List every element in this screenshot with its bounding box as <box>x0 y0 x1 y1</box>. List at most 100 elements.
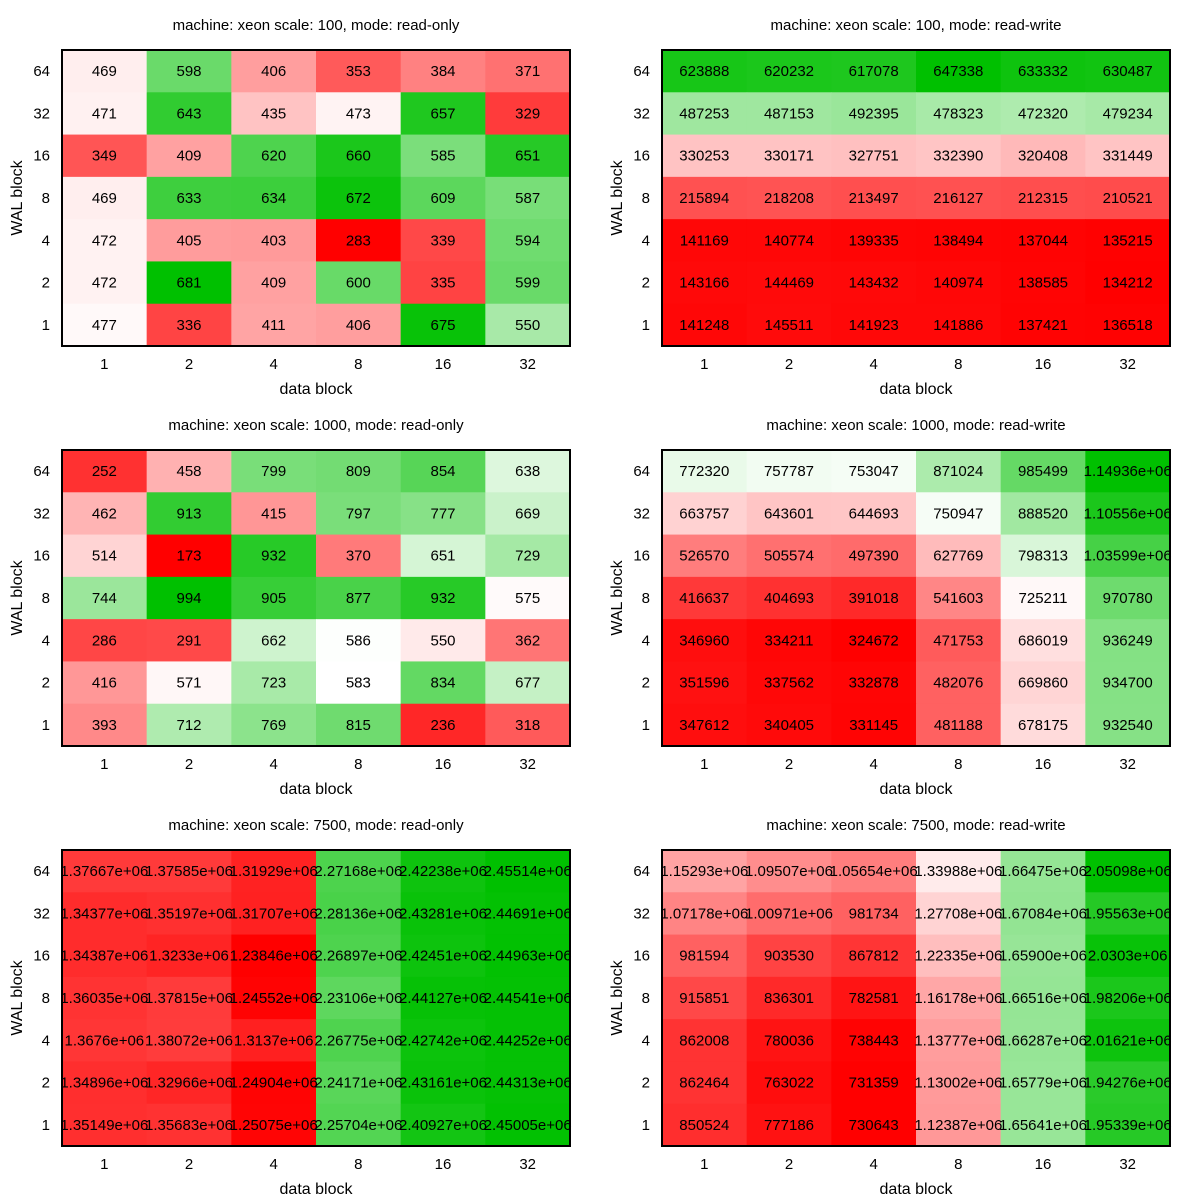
heatmap-cell <box>316 176 402 220</box>
y-axis-label: WAL block <box>9 959 26 1035</box>
heatmap-cell <box>1000 534 1086 578</box>
heatmap-cell <box>316 261 402 305</box>
heatmap-cell <box>916 534 1002 578</box>
cell-value-label: 850524 <box>679 1117 729 1134</box>
cell-value-label: 1.36035e+06 <box>60 990 148 1007</box>
heatmap-cell <box>1000 219 1086 262</box>
heatmap-cell <box>662 934 748 978</box>
y-tick-label: 2 <box>642 275 650 292</box>
cell-value-label: 730643 <box>849 1117 899 1134</box>
x-tick-label: 8 <box>354 1156 362 1173</box>
heatmap-cell <box>831 703 917 747</box>
x-tick-label: 8 <box>354 356 362 373</box>
heatmap-cell <box>146 450 232 493</box>
y-tick-label: 16 <box>633 948 650 965</box>
heatmap-cell <box>1085 703 1171 747</box>
cell-value-label: 644693 <box>849 505 899 522</box>
cell-value-label: 769 <box>261 717 286 734</box>
x-tick-label: 16 <box>435 1156 452 1173</box>
cell-value-label: 212315 <box>1018 190 1068 207</box>
cell-value-label: 2.44127e+06 <box>399 990 487 1007</box>
heatmap-cell <box>662 892 748 936</box>
cell-value-label: 391018 <box>849 590 899 607</box>
heatmap-cell <box>316 50 402 93</box>
heatmap-cell <box>231 1061 317 1105</box>
cell-value-label: 477 <box>92 317 117 334</box>
cell-value-label: 406 <box>261 63 286 80</box>
y-tick-label: 32 <box>33 505 50 522</box>
heatmap-cell <box>146 492 232 536</box>
heatmap-cell <box>62 492 148 536</box>
cell-value-label: 330171 <box>764 148 814 165</box>
heatmap-cell <box>146 661 232 705</box>
heatmap-cell <box>1085 92 1171 136</box>
cell-value-label: 2.25704e+06 <box>314 1117 402 1134</box>
heatmap-cell <box>746 1019 832 1062</box>
y-tick-label: 4 <box>642 232 650 249</box>
heatmap-cell <box>146 934 232 978</box>
heatmap-cell <box>231 619 317 662</box>
y-tick-label: 32 <box>633 505 650 522</box>
cell-value-label: 384 <box>430 63 455 80</box>
heatmap-cell <box>231 50 317 93</box>
cell-value-label: 478323 <box>933 105 983 122</box>
y-tick-label: 64 <box>33 863 50 880</box>
cell-value-label: 585 <box>430 148 455 165</box>
cell-value-label: 141886 <box>933 317 983 334</box>
heatmap-panel: machine: xeon scale: 1000, mode: read-on… <box>9 417 571 798</box>
cell-value-label: 416 <box>92 675 117 692</box>
heatmap-panel: machine: xeon scale: 7500, mode: read-wr… <box>609 817 1172 1198</box>
cell-value-label: 1.32966e+06 <box>145 1075 233 1092</box>
heatmap-cell <box>916 450 1002 493</box>
cell-value-label: 663757 <box>679 505 729 522</box>
heatmap-cell <box>746 176 832 220</box>
cell-value-label: 744 <box>92 590 117 607</box>
cell-value-label: 630487 <box>1103 63 1153 80</box>
y-tick-label: 32 <box>633 105 650 122</box>
cell-value-label: 669 <box>515 505 540 522</box>
heatmap-cell <box>485 534 571 578</box>
heatmap-cell <box>1000 492 1086 536</box>
cell-value-label: 598 <box>176 63 201 80</box>
heatmap-cell <box>831 661 917 705</box>
cell-value-label: 763022 <box>764 1075 814 1092</box>
cell-value-label: 1.31707e+06 <box>230 905 318 922</box>
heatmap-cell <box>1000 576 1086 620</box>
cell-value-label: 134212 <box>1103 275 1153 292</box>
cell-value-label: 370 <box>346 548 371 565</box>
cell-value-label: 2.44313e+06 <box>484 1075 572 1092</box>
cell-value-label: 1.23846e+06 <box>230 948 318 965</box>
cell-value-label: 216127 <box>933 190 983 207</box>
heatmap-cell <box>746 576 832 620</box>
cell-value-label: 1.15293e+06 <box>660 863 748 880</box>
x-tick-label: 1 <box>700 756 708 773</box>
y-tick-label: 64 <box>633 463 650 480</box>
heatmap-cell <box>400 134 486 178</box>
x-tick-label: 4 <box>869 1156 877 1173</box>
x-tick-label: 32 <box>1119 356 1136 373</box>
heatmap-cell <box>831 934 917 978</box>
heatmap-cell <box>662 850 748 893</box>
cell-value-label: 541603 <box>933 590 983 607</box>
y-tick-label: 1 <box>42 317 50 334</box>
heatmap-cell <box>662 492 748 536</box>
cell-value-label: 782581 <box>849 990 899 1007</box>
heatmap-cell <box>231 134 317 178</box>
cell-value-label: 1.37815e+06 <box>145 990 233 1007</box>
y-tick-label: 16 <box>633 548 650 565</box>
cell-value-label: 723 <box>261 675 286 692</box>
heatmap-cell <box>400 50 486 93</box>
heatmap-cell <box>231 261 317 305</box>
heatmap-cell <box>662 661 748 705</box>
heatmap-cell <box>831 976 917 1020</box>
x-tick-label: 32 <box>1119 1156 1136 1173</box>
x-tick-label: 2 <box>185 756 193 773</box>
cell-value-label: 905 <box>261 590 286 607</box>
cell-value-label: 620232 <box>764 63 814 80</box>
heatmap-cell <box>746 976 832 1020</box>
heatmap-cell <box>916 176 1002 220</box>
cell-value-label: 137044 <box>1018 232 1068 249</box>
cell-value-label: 336 <box>176 317 201 334</box>
cell-value-label: 320408 <box>1018 148 1068 165</box>
cell-value-label: 2.27168e+06 <box>314 863 402 880</box>
